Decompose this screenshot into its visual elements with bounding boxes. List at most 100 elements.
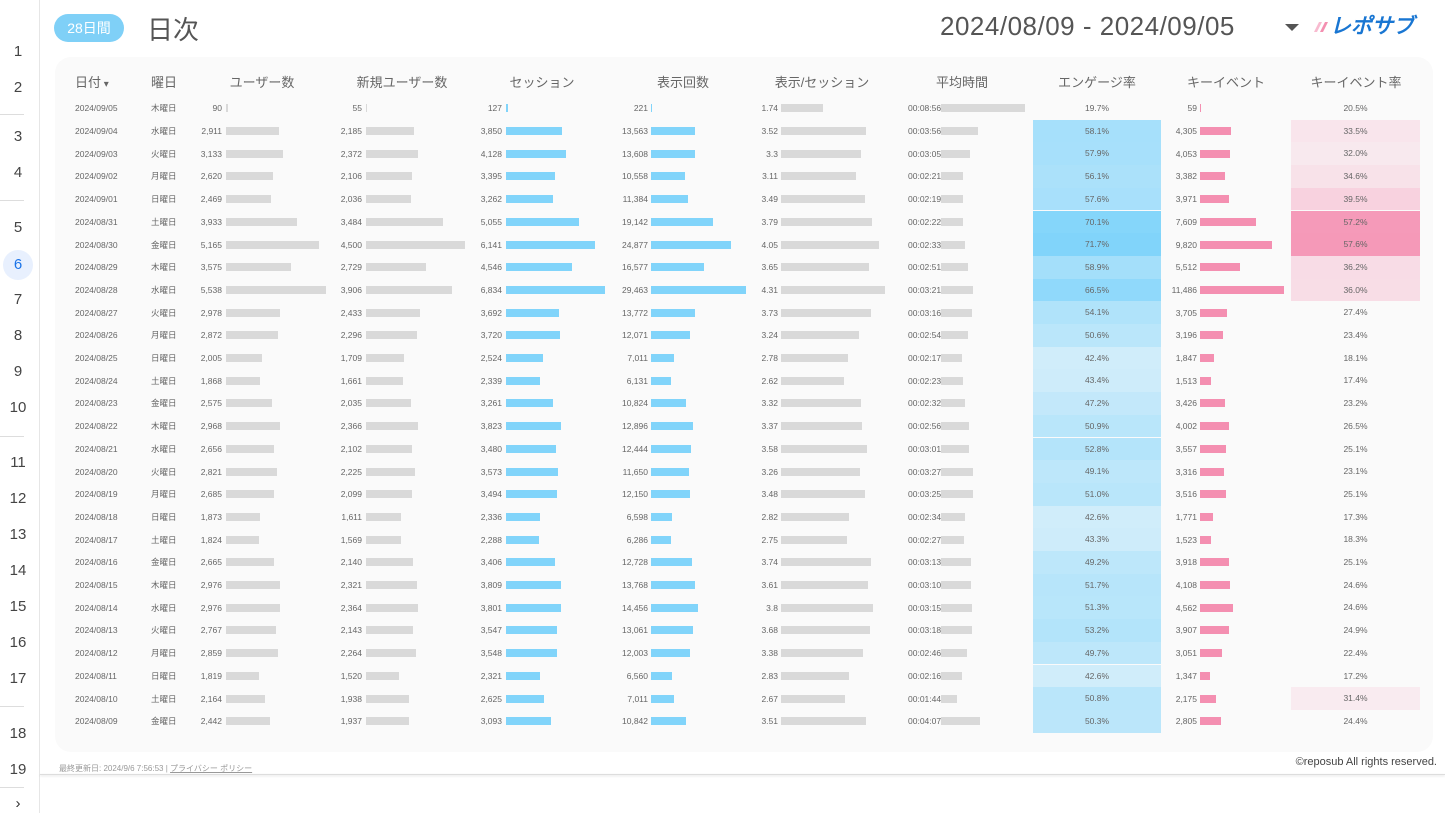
value-bar [1200, 649, 1223, 658]
value-cell: 2,364 [340, 602, 362, 613]
value-cell: 1.74 [761, 103, 778, 114]
page-link-13[interactable]: 13 [9, 526, 27, 543]
page-link-17[interactable]: 17 [9, 670, 27, 687]
value-bar [226, 626, 276, 635]
page-link-2[interactable]: 2 [13, 79, 23, 96]
page-link-8[interactable]: 8 [13, 327, 23, 344]
page-link-10[interactable]: 10 [9, 399, 27, 416]
page-link-4[interactable]: 4 [13, 164, 23, 181]
value-bar [1200, 535, 1212, 544]
avg-time-cell: 00:02:56 [908, 421, 942, 432]
value-bar [781, 263, 870, 272]
value-cell: 3.38 [761, 648, 778, 659]
value-bar [226, 444, 274, 453]
date-range-picker[interactable]: 2024/08/09 - 2024/09/05 [940, 11, 1235, 41]
weekday-cell: 水曜日 [151, 602, 177, 613]
avg-time-cell: 00:03:13 [908, 557, 942, 568]
privacy-policy-link[interactable]: プライバシー ポリシー [170, 764, 253, 773]
column-header-label: キーイベント率 [1310, 75, 1402, 90]
avg-time-bar [941, 217, 964, 226]
value-bar [1200, 717, 1221, 726]
value-cell: 3.48 [761, 489, 778, 500]
engagement-rate-cell: 70.1% [1033, 210, 1161, 234]
page-link-15[interactable]: 15 [9, 598, 27, 615]
page-link-12[interactable]: 12 [9, 490, 27, 507]
value-bar [781, 694, 846, 703]
period-badge[interactable]: 28日間 [54, 14, 124, 42]
value-cell: 4,305 [1175, 126, 1197, 137]
value-bar [781, 376, 845, 385]
value-cell: 2.75 [761, 534, 778, 545]
chevron-right-icon[interactable]: › [15, 795, 21, 812]
page-link-3[interactable]: 3 [13, 128, 23, 145]
value-cell: 2,099 [340, 489, 362, 500]
avg-time-bar [941, 422, 969, 431]
value-cell: 1,868 [200, 375, 222, 386]
value-bar [366, 717, 409, 726]
value-cell: 3.11 [762, 171, 778, 182]
value-bar [366, 104, 368, 113]
column-header-9[interactable]: キーイベント [1187, 72, 1265, 91]
value-cell: 3,809 [480, 580, 502, 591]
value-bar [651, 285, 746, 294]
page-link-5[interactable]: 5 [13, 219, 23, 236]
key-event-rate-cell: 39.5% [1291, 187, 1420, 211]
value-bar [781, 467, 860, 476]
page-link-7[interactable]: 7 [13, 291, 23, 308]
weekday-cell: 土曜日 [151, 693, 177, 704]
avg-time-cell: 00:02:21 [908, 171, 942, 182]
value-bar [506, 603, 562, 612]
page-group-divider [0, 200, 24, 201]
page-link-14[interactable]: 14 [9, 562, 27, 579]
date-cell: 2024/08/15 [75, 580, 118, 591]
weekday-cell: 木曜日 [151, 580, 177, 591]
value-bar [1200, 671, 1210, 680]
sort-desc-icon[interactable]: ▾ [101, 79, 109, 90]
avg-time-cell: 00:02:54 [908, 330, 942, 341]
column-header-label: ユーザー数 [229, 75, 295, 90]
page-link-11[interactable]: 11 [10, 454, 26, 471]
value-bar [226, 422, 280, 431]
column-header-3[interactable]: 新規ユーザー数 [357, 72, 448, 91]
value-bar [781, 717, 866, 726]
value-cell: 4.05 [761, 239, 778, 250]
value-bar [651, 399, 686, 408]
page-link-1[interactable]: 1 [13, 43, 23, 60]
value-bar [366, 535, 401, 544]
value-cell: 2,685 [200, 489, 222, 500]
page-link-19[interactable]: 19 [9, 761, 27, 778]
value-bar [226, 535, 259, 544]
column-header-6[interactable]: 表示/セッション [775, 72, 870, 91]
caret-down-icon[interactable] [1285, 24, 1299, 31]
column-header-7[interactable]: 平均時間 [936, 72, 988, 91]
column-header-0[interactable]: 日付 ▾ [75, 72, 109, 91]
value-bar [1200, 626, 1229, 635]
value-bar [1200, 308, 1228, 317]
value-cell: 3.61 [761, 580, 778, 591]
weekday-cell: 土曜日 [151, 216, 177, 227]
column-header-5[interactable]: 表示回数 [657, 72, 709, 91]
value-cell: 3,516 [1175, 489, 1197, 500]
value-bar [651, 535, 672, 544]
value-cell: 3,720 [480, 330, 502, 341]
value-cell: 1,347 [1175, 670, 1197, 681]
column-header-4[interactable]: セッション [509, 72, 574, 91]
value-bar [651, 376, 671, 385]
column-header-1[interactable]: 曜日 [151, 72, 177, 91]
page-link-6[interactable]: 6 [3, 250, 33, 280]
column-header-8[interactable]: エンゲージ率 [1058, 72, 1136, 91]
value-cell: 6,131 [626, 375, 648, 386]
value-cell: 90 [212, 103, 222, 114]
value-cell: 3.74 [761, 557, 778, 568]
value-bar [366, 490, 413, 499]
column-header-2[interactable]: ユーザー数 [230, 72, 295, 91]
value-cell: 2.67 [761, 693, 778, 704]
value-bar [651, 626, 694, 635]
engagement-rate-cell: 43.4% [1033, 369, 1161, 393]
weekday-cell: 月曜日 [151, 171, 177, 182]
page-link-16[interactable]: 16 [9, 634, 27, 651]
page-link-18[interactable]: 18 [9, 725, 27, 742]
page-link-9[interactable]: 9 [13, 363, 23, 380]
column-header-10[interactable]: キーイベント率 [1310, 72, 1401, 91]
value-cell: 9,820 [1175, 239, 1197, 250]
